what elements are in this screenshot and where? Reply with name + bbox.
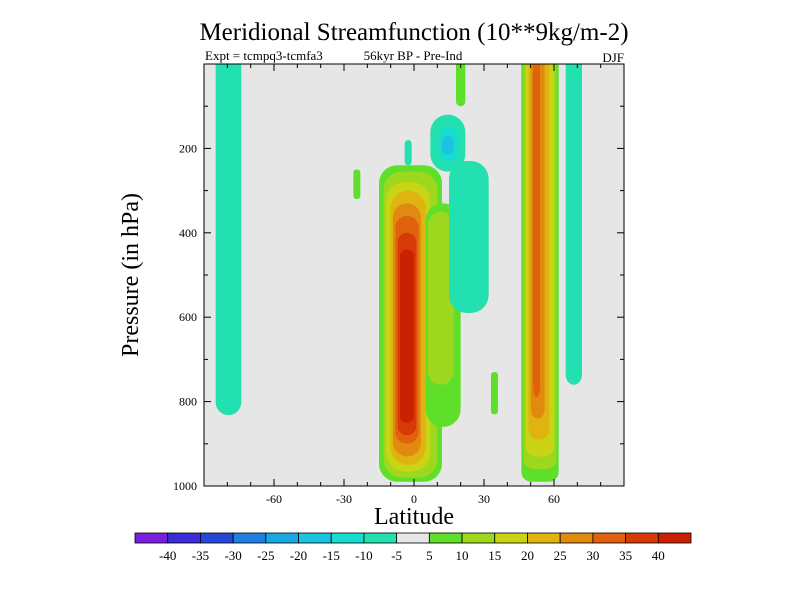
colorbar-box	[167, 532, 201, 544]
x-tick-label: -60	[266, 492, 282, 506]
southern-negative-band	[215, 64, 242, 416]
colorbar-label: 25	[554, 548, 567, 563]
colorbar-label: -15	[323, 548, 340, 563]
subtropical-negative-core	[442, 135, 454, 155]
contour-fills	[215, 64, 582, 482]
colorbar-label: -5	[391, 548, 402, 563]
colorbar-label: -25	[257, 548, 274, 563]
x-tick-label: 30	[478, 492, 490, 506]
colorbar-label: -20	[290, 548, 307, 563]
colorbar-box	[298, 532, 332, 544]
midlat-band-level-5	[533, 64, 540, 398]
colorbar-box	[559, 532, 594, 544]
y-tick-label: 1000	[173, 479, 197, 493]
colorbar-label: -10	[355, 548, 372, 563]
colorbar-label: -35	[192, 548, 209, 563]
colorbar-box	[232, 532, 267, 544]
colorbar-box	[330, 532, 365, 544]
colorbar-box	[625, 532, 659, 544]
colorbar-label: 20	[521, 548, 534, 563]
tropical-cell-shoulder-inner	[428, 211, 454, 385]
colorbar-box	[527, 532, 561, 544]
highlat-negative-band	[565, 64, 582, 385]
x-axis: -60 -30 0 30 60	[226, 64, 602, 506]
colorbar-label: 5	[426, 548, 433, 563]
colorbar-box	[200, 532, 234, 544]
colorbar-box	[494, 532, 528, 544]
x-tick-label: 60	[548, 492, 560, 506]
small-positive-upper	[456, 64, 466, 107]
colorbar-label: -30	[224, 548, 241, 563]
colorbar-box	[265, 532, 299, 544]
colorbar-box	[428, 532, 463, 544]
colorbar-label: 30	[586, 548, 599, 563]
colorbar-box	[396, 532, 430, 544]
colorbar-box	[363, 532, 398, 544]
y-tick-label: 400	[179, 226, 197, 240]
x-tick-label: 0	[411, 492, 417, 506]
colorbar-label: 15	[488, 548, 501, 563]
subtropical-negative-tail	[449, 161, 489, 313]
colorbar-label: 10	[456, 548, 469, 563]
experiment-label: Expt = tcmpq3-tcmfa3	[205, 48, 323, 63]
small-negative-1	[404, 139, 412, 166]
colorbar-label: 35	[619, 548, 632, 563]
y-tick-label: 200	[179, 141, 197, 155]
colorbar-box	[461, 532, 496, 544]
small-positive-2	[353, 169, 361, 200]
colorbar-label: 40	[652, 548, 665, 563]
season-label: DJF	[602, 50, 624, 65]
colorbar-box	[134, 532, 169, 544]
colorbar-label: -40	[159, 548, 176, 563]
y-tick-label: 600	[179, 310, 197, 324]
colorbar-box	[657, 532, 692, 544]
y-axis-title: Pressure (in hPa)	[118, 193, 144, 357]
chart-title: Meridional Streamfunction (10**9kg/m-2)	[199, 19, 628, 46]
period-label: 56kyr BP - Pre-Ind	[364, 48, 463, 63]
y-tick-label: 800	[179, 395, 197, 409]
y-axis: 200 400 600 800 1000	[173, 105, 624, 493]
colorbar-box	[592, 532, 626, 544]
x-axis-title: Latitude	[374, 504, 454, 530]
small-positive-3	[491, 372, 498, 415]
colorbar: -40 -35 -30 -25 -20 -15 -10 -5 5 10 15 20 25 30 35 40	[134, 532, 692, 563]
tropical-cell-level-7	[400, 249, 414, 423]
x-tick-label: -30	[336, 492, 352, 506]
